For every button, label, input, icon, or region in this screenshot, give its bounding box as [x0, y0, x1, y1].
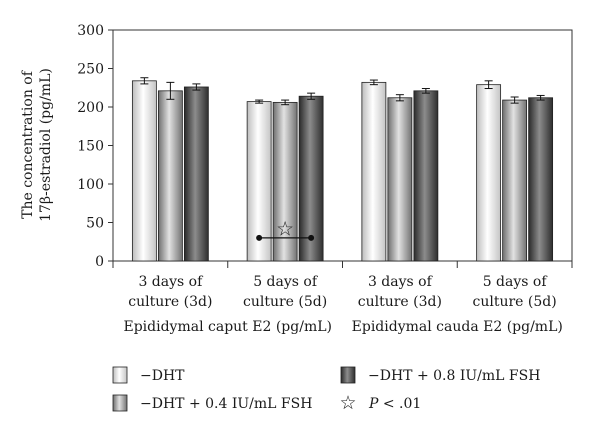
- bar-1-cat-1: [131, 80, 157, 262]
- plot-area: 0 50 100 150 200 250 300 3 days of culture (3d) 5…: [77, 23, 573, 335]
- y-tick-label: 100: [77, 177, 104, 193]
- x-category-label-line-2: culture (5d): [243, 294, 327, 310]
- y-axis-title-line-2: 17β-estradiol (pg/mL): [38, 68, 54, 222]
- legend-label-1: −DHT: [140, 368, 185, 384]
- group-label: Epididymal caput E2 (pg/mL): [124, 319, 332, 335]
- x-category-label-line-1: 5 days of: [253, 274, 319, 290]
- x-category-label-line-1: 5 days of: [483, 274, 549, 290]
- legend-label-2: −DHT + 0.4 IU/mL FSH: [140, 396, 312, 412]
- legend: −DHT −DHT + 0.4 IU/mL FSH −DHT + 0.8 IU/mL…: [112, 366, 540, 414]
- y-tick-label: 200: [77, 100, 104, 116]
- bar-1-cat-3: [361, 81, 387, 262]
- bar-2-cat-1: [157, 90, 183, 262]
- y-tick-label: 250: [77, 62, 104, 78]
- x-category-label-line-1: 3 days of: [368, 274, 434, 290]
- legend-star-icon: ☆: [339, 392, 356, 414]
- legend-swatch-1: [112, 366, 128, 384]
- bar-2-cat-3: [387, 97, 413, 262]
- bar-3-cat-1: [183, 86, 209, 262]
- y-tick-label: 300: [77, 23, 104, 39]
- bar-2-cat-4: [502, 99, 528, 262]
- significance-dot-left: [256, 234, 263, 241]
- legend-swatch-3: [340, 366, 356, 384]
- bar-3-cat-4: [528, 97, 554, 262]
- x-category-label-line-2: culture (5d): [473, 294, 557, 310]
- legend-label-3: −DHT + 0.8 IU/mL FSH: [368, 368, 540, 384]
- y-tick-label: 0: [95, 254, 104, 270]
- significance-dot-right: [308, 234, 315, 241]
- group-label: Epididymal cauda E2 (pg/mL): [352, 319, 563, 335]
- y-tick-label: 50: [86, 216, 104, 232]
- bar-1-cat-4: [476, 84, 502, 262]
- legend-swatch-2: [112, 394, 128, 412]
- legend-significance-label: P < .01: [368, 396, 421, 412]
- x-category-label-line-2: culture (3d): [358, 294, 442, 310]
- x-category-label-line-1: 3 days of: [138, 274, 204, 290]
- y-tick-label: 150: [77, 139, 104, 155]
- x-category-label-line-2: culture (3d): [128, 294, 212, 310]
- y-axis-title-line-1: The concentration of: [20, 69, 36, 219]
- significance-star-icon: ☆: [276, 217, 294, 241]
- bar-3-cat-3: [413, 90, 439, 262]
